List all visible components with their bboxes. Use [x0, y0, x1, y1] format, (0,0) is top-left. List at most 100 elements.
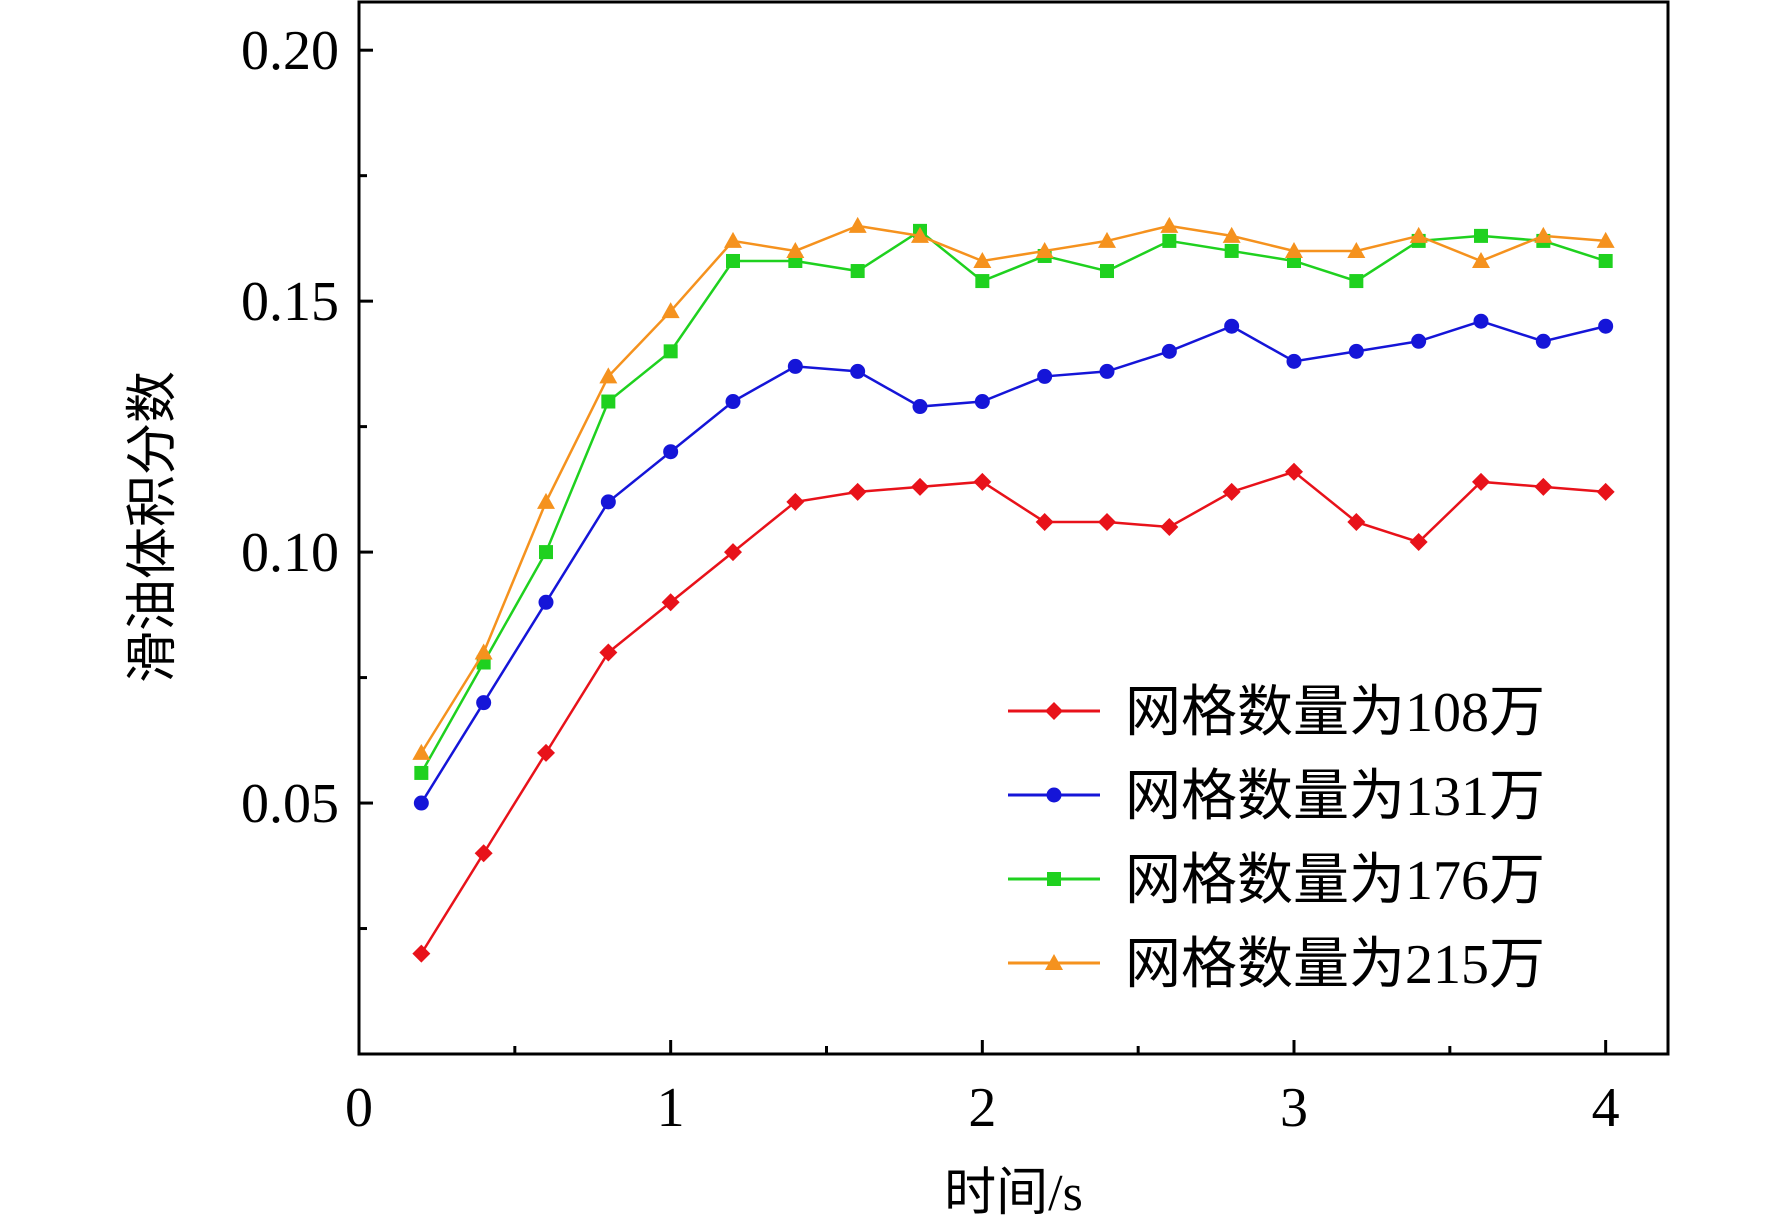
legend-marker: [1045, 702, 1063, 720]
data-point: [1349, 274, 1364, 289]
legend-marker: [1046, 787, 1062, 803]
x-tick-label: 4: [1592, 1077, 1620, 1139]
data-point: [412, 944, 431, 963]
series-line: [420, 224, 1606, 754]
data-point: [601, 394, 616, 409]
data-point: [599, 643, 618, 662]
data-point: [1286, 353, 1302, 369]
legend-item: 网格数量为176万: [1008, 850, 1545, 912]
data-point: [414, 765, 429, 780]
data-point: [599, 367, 618, 384]
x-tick-label: 2: [968, 1077, 996, 1139]
data-point: [1098, 231, 1116, 248]
legend-label: 网格数量为131万: [1125, 766, 1545, 828]
y-tick-label: 0.10: [241, 522, 339, 584]
data-point: [538, 594, 554, 610]
legend-item: 网格数量为215万: [1008, 934, 1545, 996]
data-point: [1099, 363, 1115, 379]
data-point: [725, 394, 741, 410]
data-point: [1598, 318, 1614, 334]
y-tick-label: 0.20: [241, 20, 339, 82]
data-point: [850, 264, 865, 279]
data-point: [663, 344, 678, 359]
data-point: [661, 593, 680, 612]
data-point: [1160, 216, 1179, 233]
data-point: [1535, 333, 1551, 349]
data-point: [1035, 241, 1054, 258]
data-point: [911, 226, 929, 243]
data-point: [1161, 343, 1177, 359]
data-point: [973, 251, 992, 268]
data-point: [413, 795, 429, 811]
x-tick-label: 3: [1280, 1077, 1308, 1139]
plot-area: [412, 216, 1615, 963]
series-1: [412, 462, 1615, 963]
data-point: [1596, 231, 1615, 248]
data-point: [476, 695, 492, 711]
data-point: [1222, 226, 1241, 243]
x-axis-label: 时间/s: [944, 1165, 1083, 1222]
data-point: [911, 477, 929, 496]
y-tick-label: 0.05: [241, 773, 339, 835]
data-point: [412, 743, 431, 760]
data-point: [975, 274, 990, 289]
series-line: [420, 470, 1606, 955]
series-line: [420, 319, 1606, 804]
data-point: [1347, 241, 1366, 258]
series-4: [412, 216, 1615, 760]
data-point: [1160, 518, 1179, 536]
data-point: [537, 492, 555, 509]
data-point: [1035, 512, 1054, 531]
data-point: [912, 399, 928, 415]
data-point: [848, 482, 867, 501]
data-point: [1285, 241, 1303, 258]
data-point: [1409, 226, 1428, 243]
legend-item: 网格数量为131万: [1008, 766, 1545, 828]
data-point: [1472, 472, 1490, 491]
data-point: [726, 253, 740, 268]
data-point: [539, 545, 553, 560]
data-point: [1162, 233, 1177, 248]
data-point: [1534, 226, 1553, 243]
data-point: [973, 472, 992, 491]
data-point: [474, 844, 493, 863]
legend-item: 网格数量为108万: [1008, 682, 1545, 744]
data-point: [1037, 368, 1053, 384]
legend-marker: [1047, 872, 1061, 886]
data-point: [848, 216, 867, 233]
data-point: [850, 363, 866, 379]
data-point: [661, 302, 680, 319]
plot-frame: [357, 0, 1670, 1056]
data-point: [1222, 482, 1241, 501]
legend-label: 网格数量为108万: [1125, 682, 1545, 744]
data-point: [1347, 512, 1366, 531]
data-point: [1224, 318, 1240, 334]
data-point: [1596, 482, 1615, 501]
y-axis-label: 滑油体积分数: [125, 371, 182, 683]
data-point: [1473, 313, 1489, 329]
data-point: [1411, 333, 1427, 349]
data-point: [724, 543, 742, 562]
data-point: [1534, 477, 1553, 496]
data-point: [1100, 264, 1114, 279]
data-point: [600, 494, 616, 510]
data-point: [724, 231, 742, 248]
data-point: [786, 492, 805, 511]
data-point: [537, 743, 555, 762]
legend-label: 网格数量为215万: [1125, 934, 1545, 996]
data-point: [786, 241, 805, 258]
data-point: [474, 643, 493, 660]
series-line: [420, 229, 1607, 774]
data-point: [974, 394, 990, 410]
data-point: [663, 444, 679, 460]
axes: 0 1 2 3 4 0.05 0.10 0.15 0.20: [241, 20, 1620, 1139]
data-point: [1285, 462, 1303, 481]
data-point: [1409, 533, 1428, 552]
y-tick-label: 0.15: [241, 271, 339, 333]
legend-marker: [1045, 954, 1063, 970]
data-point: [1472, 251, 1490, 268]
series-2: [413, 313, 1614, 811]
data-point: [1098, 512, 1116, 531]
